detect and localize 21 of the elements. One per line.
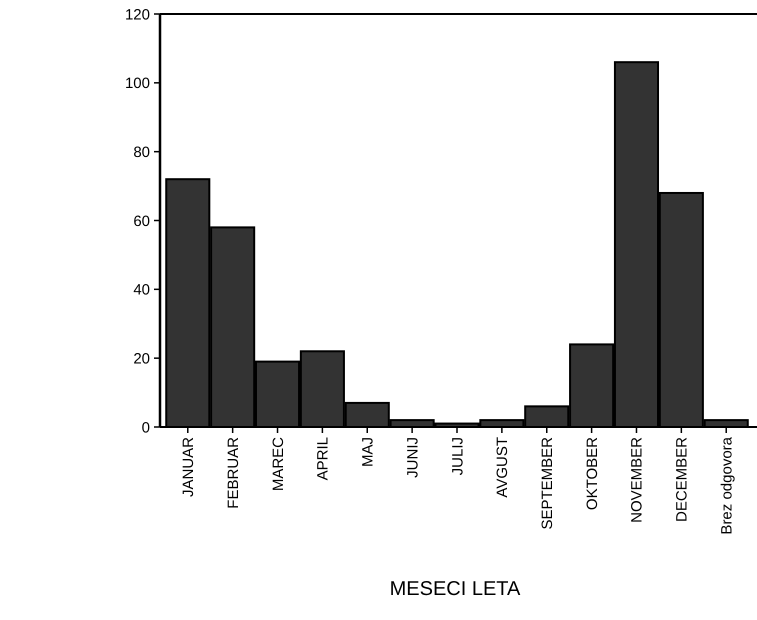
- x-tick-label: Brez odgovora: [718, 436, 736, 535]
- x-tick-label: JUNIJ: [404, 437, 422, 478]
- x-tick-label: APRIL: [314, 437, 332, 480]
- y-tick-label: 40: [133, 282, 150, 299]
- y-tick-label: 0: [142, 419, 150, 436]
- x-tick-label: MAREC: [270, 436, 287, 492]
- x-tick-label: OKTOBER: [584, 436, 601, 510]
- x-tick-label: MAJ: [360, 437, 377, 467]
- x-tick-label: AVGUST: [494, 437, 512, 498]
- x-tick-label: JANUAR: [180, 436, 198, 498]
- x-tick-label: NOVEMBER: [628, 436, 646, 523]
- y-tick-label: 80: [133, 144, 150, 161]
- x-tick-label: SEPTEMBER: [538, 436, 556, 530]
- x-tick-label: FEBRUAR: [224, 436, 242, 509]
- x-tick-label: DECEMBER: [674, 436, 691, 522]
- x-tick-label: JULIJ: [449, 437, 466, 476]
- y-tick-label: 60: [133, 212, 150, 230]
- y-tick-label: 120: [124, 6, 150, 24]
- y-tick-label: 20: [133, 350, 150, 368]
- x-axis-title: MESECI LETA: [390, 578, 522, 600]
- y-tick-label: 100: [124, 75, 150, 92]
